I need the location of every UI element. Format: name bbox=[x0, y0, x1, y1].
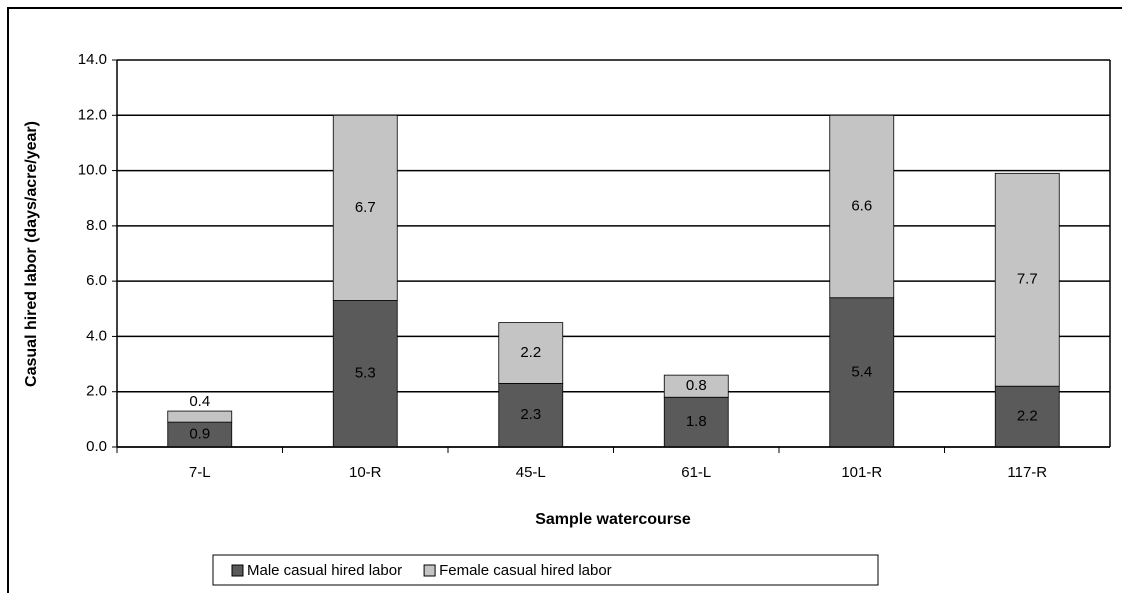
y-tick-label: 2.0 bbox=[86, 383, 107, 400]
data-label: 0.4 bbox=[189, 393, 210, 410]
bar-segment bbox=[829, 114, 895, 299]
data-label: 5.4 bbox=[851, 363, 872, 380]
frame bbox=[7, 7, 1122, 593]
data-label: 0.8 bbox=[686, 377, 707, 394]
y-tick-label: 14.0 bbox=[78, 51, 107, 68]
x-axis-title: Sample watercourse bbox=[535, 511, 691, 528]
y-tick-label: 4.0 bbox=[86, 327, 107, 344]
bar-segment bbox=[498, 383, 564, 448]
x-tick-label: 10-R bbox=[349, 464, 382, 481]
x-tick-label: 101-R bbox=[841, 464, 882, 481]
data-label: 5.3 bbox=[355, 365, 376, 382]
x-tick-label: 45-L bbox=[516, 464, 546, 481]
legend-label: Female casual hired labor bbox=[439, 562, 612, 579]
data-label: 2.2 bbox=[1017, 408, 1038, 425]
x-tick-label: 7-L bbox=[189, 464, 211, 481]
data-label: 7.7 bbox=[1017, 271, 1038, 288]
y-tick-label: 8.0 bbox=[86, 217, 107, 234]
y-tick-label: 6.0 bbox=[86, 272, 107, 289]
data-label: 2.2 bbox=[520, 344, 541, 361]
bar-segment bbox=[498, 322, 564, 384]
data-label: 1.8 bbox=[686, 413, 707, 430]
legend-swatch bbox=[231, 564, 244, 577]
bar-segment bbox=[332, 300, 398, 448]
data-label: 0.9 bbox=[189, 426, 210, 443]
data-label: 2.3 bbox=[520, 406, 541, 423]
y-tick-label: 0.0 bbox=[86, 438, 107, 455]
legend-label: Male casual hired labor bbox=[247, 562, 402, 579]
bar-segment bbox=[994, 172, 1060, 387]
data-label: 6.6 bbox=[851, 197, 872, 214]
bar-segment bbox=[167, 421, 233, 448]
bar-segment bbox=[663, 374, 729, 398]
bar-segment bbox=[332, 114, 398, 301]
x-tick-label: 61-L bbox=[681, 464, 711, 481]
y-tick-label: 10.0 bbox=[78, 162, 107, 179]
bar-segment bbox=[167, 410, 233, 423]
data-label: 6.7 bbox=[355, 199, 376, 216]
legend-box bbox=[212, 554, 879, 586]
x-tick-label: 117-R bbox=[1007, 464, 1047, 481]
legend-swatch bbox=[423, 564, 436, 577]
y-axis-title: Casual hired labor (days/acre/year) bbox=[23, 121, 40, 387]
bar-segment bbox=[663, 396, 729, 448]
y-tick-label: 12.0 bbox=[78, 106, 107, 123]
